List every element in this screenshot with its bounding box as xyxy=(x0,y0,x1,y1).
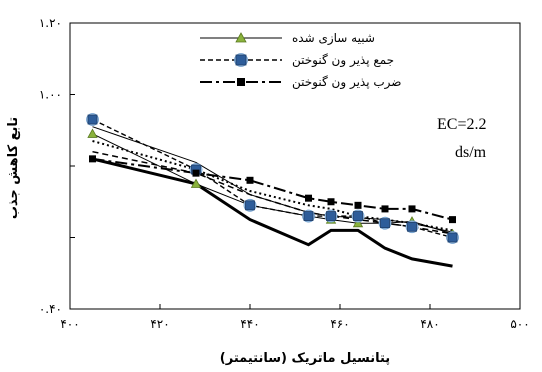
data-point xyxy=(302,209,315,223)
data-point xyxy=(408,205,416,213)
data-point-square xyxy=(87,114,98,125)
reference-line-dashed xyxy=(92,150,453,235)
data-point xyxy=(305,194,312,202)
data-point-square xyxy=(303,211,314,221)
series-line-2 xyxy=(92,157,453,221)
data-point-square xyxy=(245,200,255,211)
data-point xyxy=(405,220,419,234)
data-point xyxy=(449,216,456,224)
data-point xyxy=(324,209,338,223)
x-tick-label: ۴۴۰ xyxy=(240,317,259,331)
reference-line-solid-thick xyxy=(92,157,453,268)
data-point xyxy=(86,113,99,126)
data-point xyxy=(351,209,365,223)
data-point-square xyxy=(353,211,363,221)
data-point xyxy=(87,128,98,138)
legend: شبیه سازی شده جمع پذیر ون گنوختن ضرب پذیر … xyxy=(200,31,401,90)
legend-marker-1-square xyxy=(235,54,247,66)
data-point xyxy=(381,205,389,213)
y-tick-label: ۱.۲۰ xyxy=(39,16,62,30)
data-point xyxy=(446,231,459,244)
y-tick-label: ۰.۴۰ xyxy=(39,302,62,316)
legend-marker-2 xyxy=(237,78,245,86)
legend-label-1: جمع پذیر ون گنوختن xyxy=(292,53,394,68)
y-axis-title: تابع کاهش جذب xyxy=(6,117,21,219)
annotation-line-2: ds/m xyxy=(455,144,487,161)
x-tick-label: ۴۲۰ xyxy=(150,317,169,331)
x-tick-label: ۴۶۰ xyxy=(330,317,349,331)
y-axis: ۰.۴۰ ۱.۰۰ ۱.۲۰ xyxy=(39,16,75,316)
series-line-1 xyxy=(92,118,453,239)
legend-label-2: ضرب پذیر ون گنوختن xyxy=(292,75,401,90)
data-point xyxy=(354,201,362,209)
data-point xyxy=(327,198,335,206)
x-tick-label: ۴۰۰ xyxy=(60,317,79,331)
data-point xyxy=(190,178,202,188)
legend-marker-0 xyxy=(235,32,247,43)
data-point-square xyxy=(380,218,390,229)
data-point-square xyxy=(407,221,417,232)
x-tick-label: ۴۸۰ xyxy=(420,317,439,331)
data-point xyxy=(352,217,364,228)
data-markers xyxy=(86,113,459,244)
x-axis: ۴۰۰ ۴۲۰ ۴۴۰ ۴۶۰ ۴۸۰ ۵۰۰ xyxy=(60,304,530,331)
data-point-square xyxy=(447,232,458,243)
x-tick-label: ۵۰۰ xyxy=(510,317,529,331)
legend-label-0: شبیه سازی شده xyxy=(292,31,375,46)
legend-marker-1 xyxy=(234,53,248,67)
data-point xyxy=(378,216,392,230)
x-axis-title: پتانسیل ماتریک (سانتیمتر) xyxy=(220,351,390,366)
data-point xyxy=(246,176,254,184)
data-point-square xyxy=(326,211,336,221)
data-point xyxy=(192,169,200,177)
annotation: EC=2.2 ds/m xyxy=(437,116,487,161)
y-tick-label: ۱.۰۰ xyxy=(39,88,62,102)
annotation-line-1: EC=2.2 xyxy=(437,116,486,133)
data-point xyxy=(89,155,96,163)
data-point xyxy=(243,198,257,212)
